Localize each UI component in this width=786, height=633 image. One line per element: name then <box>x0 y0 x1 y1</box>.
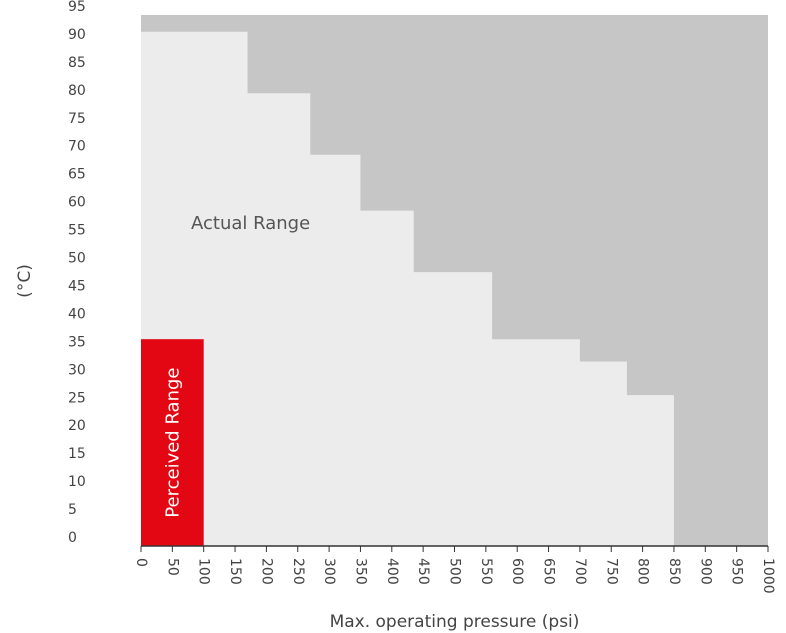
x-tick-label: 350 <box>352 558 368 585</box>
x-tick-label: 150 <box>227 558 243 585</box>
x-tick-label: 250 <box>290 558 306 585</box>
x-tick-label: 550 <box>478 558 494 585</box>
x-tick-label: 50 <box>164 558 180 576</box>
y-tick-label: 20 <box>68 418 86 434</box>
x-tick-label: 450 <box>415 558 431 585</box>
y-tick-label: 90 <box>68 27 86 43</box>
x-tick-label: 850 <box>666 558 682 585</box>
x-tick-label: 700 <box>572 558 588 585</box>
x-tick-label: 100 <box>196 558 212 585</box>
y-tick-label: 75 <box>68 111 86 127</box>
x-tick-label: 750 <box>603 558 619 585</box>
y-tick-label: 65 <box>68 167 86 183</box>
y-axis-title: (°C) <box>15 264 35 298</box>
actual-range-area <box>141 31 674 546</box>
y-tick-label: 10 <box>68 474 86 490</box>
y-tick-labels: 0 5 10 15 20 25 30 35 40 45 50 55 60 65 70 75 80 85 90 95 <box>68 0 86 546</box>
x-tick-label: 650 <box>541 558 557 585</box>
x-tick-label: 400 <box>384 558 400 585</box>
y-tick-label: 15 <box>68 446 86 462</box>
y-tick-label: 70 <box>68 139 86 155</box>
perceived-range-bar <box>141 339 204 546</box>
y-tick-label: 0 <box>68 530 77 546</box>
x-tick-labels: 0 50 100 150 200 250 300 350 400 450 500 550 600 650 7… <box>133 558 776 594</box>
x-tick-label: 1000 <box>760 558 776 594</box>
x-tick-label: 950 <box>729 558 745 585</box>
y-tick-label: 60 <box>68 195 86 211</box>
y-tick-label: 50 <box>68 251 86 267</box>
y-tick-label: 25 <box>68 390 86 406</box>
x-tick-label: 300 <box>321 558 337 585</box>
y-tick-label: 80 <box>68 83 86 99</box>
x-ticks <box>140 546 769 552</box>
x-tick-label: 200 <box>258 558 274 585</box>
x-tick-label: 0 <box>133 558 149 567</box>
y-tick-label: 30 <box>68 362 86 378</box>
y-tick-label: 5 <box>68 502 77 518</box>
y-tick-label: 45 <box>68 278 86 294</box>
y-tick-label: 85 <box>68 55 86 71</box>
x-axis-title: Max. operating pressure (psi) <box>330 612 580 632</box>
x-tick-label: 800 <box>635 558 651 585</box>
y-tick-label: 55 <box>68 223 86 239</box>
y-tick-label: 95 <box>68 0 86 15</box>
x-tick-label: 500 <box>447 558 463 585</box>
y-tick-label: 40 <box>68 306 86 322</box>
perceived-range-label: Perceived Range <box>162 368 183 518</box>
actual-range-label: Actual Range <box>191 213 310 234</box>
x-tick-label: 900 <box>697 558 713 585</box>
y-tick-label: 35 <box>68 334 86 350</box>
x-tick-label: 600 <box>509 558 525 585</box>
